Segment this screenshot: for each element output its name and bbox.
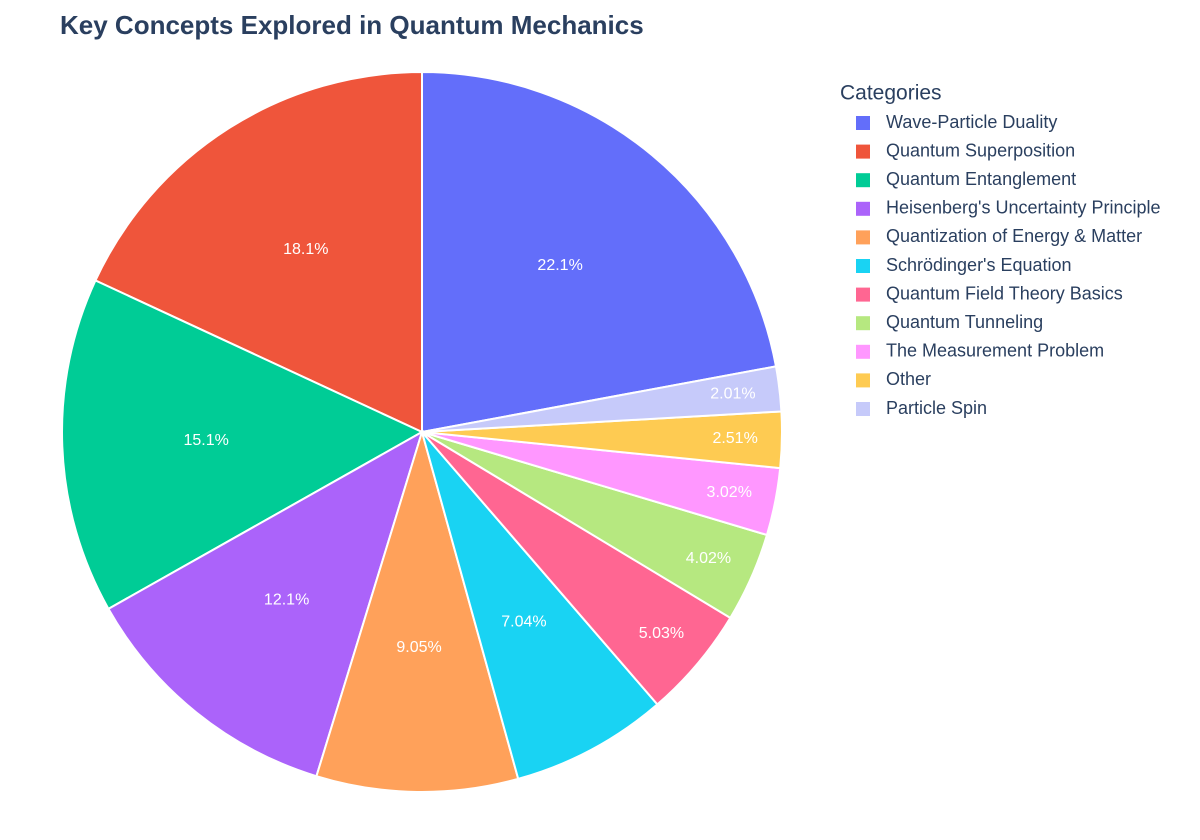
- slice-label: 4.02%: [686, 550, 731, 567]
- slice-label: 2.51%: [712, 430, 757, 447]
- legend-swatch[interactable]: [856, 116, 870, 130]
- slice-label: 15.1%: [183, 432, 228, 449]
- legend-label[interactable]: Particle Spin: [886, 398, 987, 418]
- legend-label[interactable]: The Measurement Problem: [886, 341, 1104, 361]
- legend-label[interactable]: Quantum Entanglement: [886, 169, 1076, 189]
- slice-label: 12.1%: [264, 592, 309, 609]
- slice-label: 18.1%: [283, 241, 328, 258]
- legend-swatch[interactable]: [856, 373, 870, 388]
- pie-slice: [315, 428, 520, 793]
- legend-label[interactable]: Quantum Field Theory Basics: [886, 283, 1123, 303]
- pie-slice: [61, 279, 425, 611]
- legend-label[interactable]: Quantum Superposition: [886, 140, 1075, 160]
- legend-swatch[interactable]: [856, 201, 870, 216]
- slice-label: 5.03%: [639, 625, 684, 642]
- pie-slice: [421, 365, 783, 433]
- legend-label[interactable]: Heisenberg's Uncertainty Principle: [886, 198, 1161, 218]
- legend-swatch[interactable]: [856, 402, 870, 416]
- chart-title: Key Concepts Explored in Quantum Mechani…: [60, 10, 644, 40]
- slice-label: 7.04%: [501, 614, 546, 631]
- pie-slice: [94, 70, 423, 434]
- pie-slice: [107, 429, 424, 778]
- legend-swatch[interactable]: [856, 259, 870, 273]
- legend-swatch[interactable]: [856, 144, 870, 159]
- pie-slice: [421, 70, 778, 434]
- legend-swatch[interactable]: [856, 316, 870, 331]
- legend-title: Categories: [840, 82, 942, 105]
- legend-swatch[interactable]: [856, 344, 870, 359]
- slice-label: 2.01%: [710, 386, 755, 403]
- legend-swatch[interactable]: [856, 287, 870, 302]
- legend-label[interactable]: Quantization of Energy & Matter: [886, 226, 1142, 246]
- legend-swatch[interactable]: [856, 173, 870, 188]
- legend-label[interactable]: Quantum Tunneling: [886, 312, 1043, 332]
- legend-swatch[interactable]: [856, 230, 870, 245]
- slice-label: 22.1%: [537, 257, 582, 274]
- slice-label: 9.05%: [396, 639, 441, 656]
- slice-label: 3.02%: [707, 484, 752, 501]
- legend-label[interactable]: Other: [886, 369, 931, 389]
- pie-slice: [421, 431, 659, 781]
- legend-label[interactable]: Wave-Particle Duality: [886, 112, 1057, 132]
- legend-label[interactable]: Schrödinger's Equation: [886, 255, 1072, 275]
